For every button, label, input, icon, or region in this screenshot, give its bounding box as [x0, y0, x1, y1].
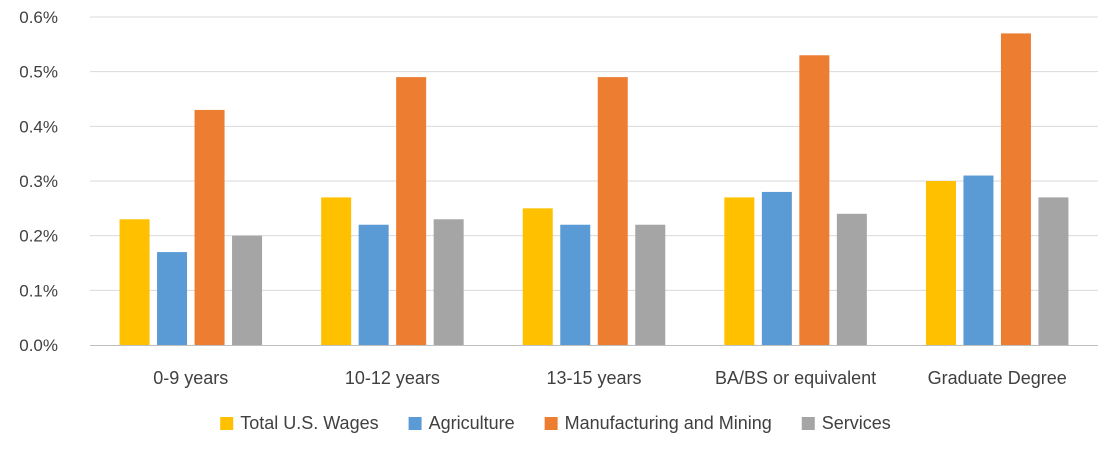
- bar-agriculture-0: [157, 252, 188, 345]
- legend-item: Total U.S. Wages: [220, 413, 379, 433]
- y-tick-label: 0.0%: [19, 336, 58, 355]
- bar-manufacturing-and-mining-3: [799, 55, 830, 346]
- legend-swatch: [544, 417, 558, 430]
- bar-services-1: [433, 219, 464, 345]
- x-axis: 0-9 years 10-12 years 13-15 years BA/BS or …: [90, 345, 1098, 388]
- x-tick-label: 13-15 years: [546, 368, 641, 388]
- y-tick-label: 0.2%: [19, 227, 58, 246]
- bar-agriculture-2: [560, 224, 591, 345]
- y-axis: 0.0% 0.1% 0.2% 0.3% 0.4% 0.5% 0.6%: [19, 8, 58, 355]
- bar-manufacturing-and-mining-4: [1000, 33, 1031, 346]
- bar-manufacturing-and-mining-0: [194, 109, 225, 345]
- legend-item: Agriculture: [408, 413, 515, 433]
- x-tick-label: 0-9 years: [153, 368, 228, 388]
- y-tick-label: 0.3%: [19, 172, 58, 191]
- legend-swatch: [220, 417, 234, 430]
- y-tick-label: 0.6%: [19, 8, 58, 27]
- bar-services-2: [635, 224, 666, 345]
- legend-swatch: [408, 417, 422, 430]
- legend-label: Services: [822, 413, 891, 433]
- bar-total-u-s-wages-1: [321, 197, 352, 345]
- y-tick-label: 0.4%: [19, 117, 58, 136]
- bar-total-u-s-wages-0: [119, 219, 150, 345]
- legend-swatch: [801, 417, 815, 430]
- legend-label: Agriculture: [429, 413, 515, 433]
- bar-total-u-s-wages-3: [724, 197, 755, 345]
- bar-services-0: [232, 235, 263, 345]
- legend-label: Total U.S. Wages: [240, 413, 378, 433]
- x-tick-label: 10-12 years: [345, 368, 440, 388]
- legend-label: Manufacturing and Mining: [565, 413, 772, 433]
- bars: [119, 33, 1069, 346]
- bar-agriculture-3: [761, 191, 792, 345]
- y-tick-label: 0.1%: [19, 281, 58, 300]
- y-tick-label: 0.5%: [19, 63, 58, 82]
- bar-total-u-s-wages-4: [925, 181, 956, 345]
- x-tick-label: Graduate Degree: [928, 368, 1067, 388]
- legend-item: Services: [801, 413, 891, 433]
- bar-manufacturing-and-mining-1: [396, 77, 427, 345]
- bar-agriculture-4: [963, 175, 994, 345]
- bar-services-3: [836, 213, 867, 345]
- legend-item: Manufacturing and Mining: [544, 413, 772, 433]
- bar-services-4: [1038, 197, 1069, 345]
- bar-manufacturing-and-mining-2: [597, 77, 628, 345]
- legend: Total U.S. Wages Agriculture Manufacturing…: [220, 413, 891, 433]
- bar-agriculture-1: [358, 224, 389, 345]
- bar-total-u-s-wages-2: [522, 208, 553, 345]
- x-tick-label: BA/BS or equivalent: [715, 368, 876, 388]
